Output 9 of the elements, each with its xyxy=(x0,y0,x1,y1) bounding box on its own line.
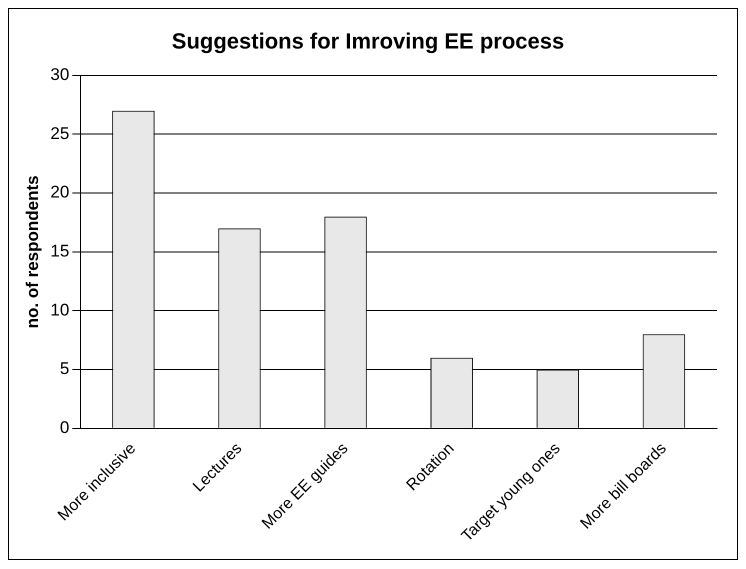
y-tick-label: 30 xyxy=(50,65,70,84)
y-tick-label: 0 xyxy=(60,418,70,438)
y-tick-label: 15 xyxy=(50,242,70,261)
y-tick-label: 10 xyxy=(50,300,70,320)
y-tick-label: 25 xyxy=(50,124,70,143)
y-tick-label: 20 xyxy=(50,182,70,202)
y-tick-label: 5 xyxy=(60,359,70,378)
chart-title: Suggestions for Imroving EE process xyxy=(172,28,564,54)
y-axis-title: no. of respondents xyxy=(22,175,42,328)
